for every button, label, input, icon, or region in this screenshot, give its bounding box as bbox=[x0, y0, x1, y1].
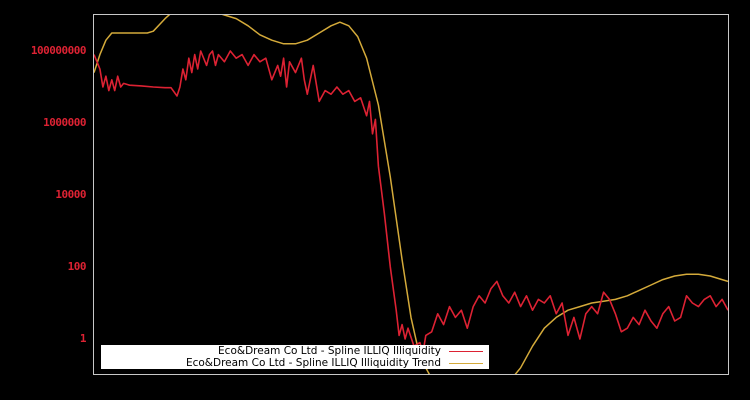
trend-line bbox=[94, 15, 728, 374]
legend-swatch-gold bbox=[449, 362, 483, 364]
y-tick-label: 1000000 bbox=[43, 116, 86, 129]
series-layer bbox=[94, 15, 728, 374]
y-tick-label: 100000000 bbox=[30, 44, 87, 57]
legend-item-illiquidity: Eco&Dream Co Ltd - Spline ILLIQ Illiquid… bbox=[218, 345, 489, 357]
legend-swatch-red bbox=[449, 350, 483, 352]
illiquidity-line bbox=[94, 50, 728, 355]
legend: Eco&Dream Co Ltd - Spline ILLIQ Illiquid… bbox=[101, 345, 489, 369]
y-tick-label: 1 bbox=[79, 332, 87, 345]
y-tick-label: 10000 bbox=[55, 188, 86, 201]
legend-label: Eco&Dream Co Ltd - Spline ILLIQ Illiquid… bbox=[218, 345, 441, 357]
y-tick-label: 100 bbox=[67, 260, 87, 273]
legend-item-trend: Eco&Dream Co Ltd - Spline ILLIQ Illiquid… bbox=[186, 357, 489, 369]
plot-frame bbox=[93, 14, 729, 375]
legend-label: Eco&Dream Co Ltd - Spline ILLIQ Illiquid… bbox=[185, 357, 441, 369]
